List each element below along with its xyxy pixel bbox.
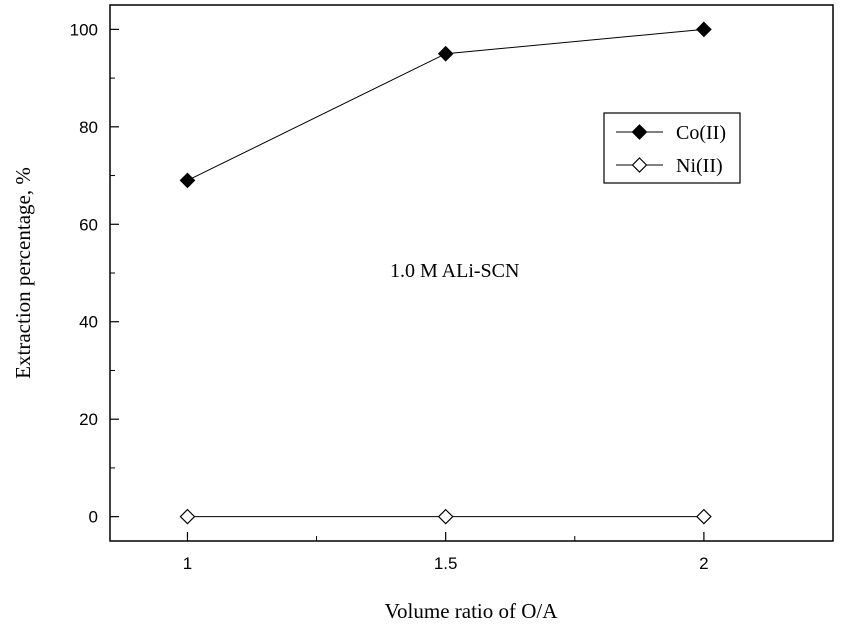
data-point-co-ii	[437, 45, 454, 62]
minor-ticks	[110, 77, 576, 541]
y-tick-label: 0	[89, 508, 98, 527]
legend-co-label: Co(II)	[676, 122, 726, 144]
y-tick-label: 40	[79, 313, 98, 332]
x-axis: 1 1.5 2	[183, 532, 709, 573]
data-point-co-ii	[179, 172, 196, 189]
legend-co-marker	[631, 124, 648, 140]
x-tick-label: 2	[699, 554, 708, 573]
y-tick-label: 60	[79, 215, 98, 234]
series-layer	[179, 21, 712, 525]
x-axis-label: Volume ratio of O/A	[385, 599, 559, 623]
x-tick-label: 1.5	[434, 554, 458, 573]
y-axis: 0 20 40 60 80 100	[70, 20, 119, 527]
y-tick-label: 80	[79, 118, 98, 137]
legend-ni-marker	[631, 157, 648, 173]
legend-ni-label: Ni(II)	[676, 155, 723, 177]
y-tick-label: 20	[79, 410, 98, 429]
data-point-ni-ii	[179, 508, 196, 525]
data-point-co-ii	[696, 21, 712, 38]
chart-annotation: 1.0 M ALi-SCN	[390, 260, 519, 282]
legend: Co(II) Ni(II)	[603, 112, 741, 184]
y-axis-label: Extraction percentage, %	[11, 167, 35, 379]
y-tick-label: 100	[70, 20, 98, 39]
x-tick-label: 1	[183, 554, 192, 573]
data-point-ni-ii	[696, 508, 712, 525]
data-point-ni-ii	[437, 508, 454, 525]
legend-box	[603, 112, 741, 184]
